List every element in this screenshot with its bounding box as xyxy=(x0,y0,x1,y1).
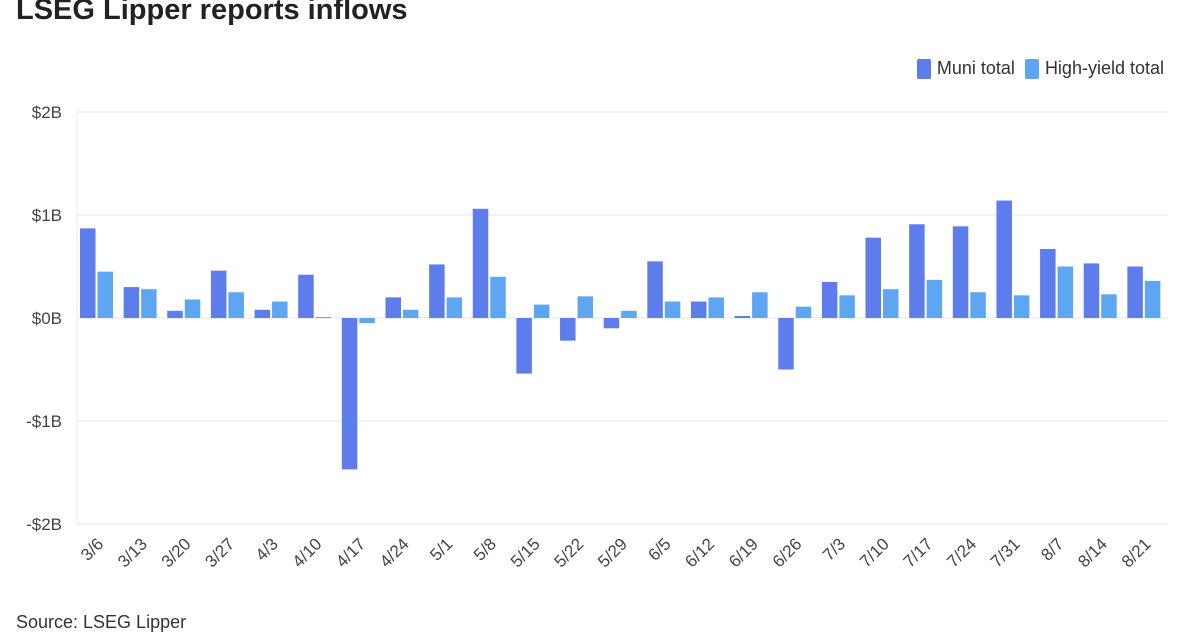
bar-muni[interactable] xyxy=(996,200,1012,318)
x-tick-label: 6/26 xyxy=(769,534,806,571)
bar-high-yield[interactable] xyxy=(1057,266,1074,319)
bar-muni[interactable] xyxy=(865,237,882,318)
bar-high-yield[interactable] xyxy=(752,292,768,318)
bar-muni[interactable] xyxy=(821,281,838,318)
bar-muni[interactable] xyxy=(647,261,663,318)
bar-muni[interactable] xyxy=(210,270,227,318)
bar-muni[interactable] xyxy=(1083,263,1100,318)
x-tick-label: 3/13 xyxy=(114,534,151,571)
legend-swatch xyxy=(916,58,931,79)
legend-item-muni[interactable]: Muni total xyxy=(916,58,1015,79)
bar-muni[interactable] xyxy=(560,318,576,341)
bar-high-yield[interactable] xyxy=(970,292,986,318)
bar-muni[interactable] xyxy=(298,274,314,318)
bar-high-yield[interactable] xyxy=(141,289,157,318)
x-tick-label: 6/19 xyxy=(725,534,762,571)
legend-swatch xyxy=(1024,58,1039,79)
bar-high-yield[interactable] xyxy=(883,289,899,318)
bar-high-yield[interactable] xyxy=(228,292,244,318)
x-tick-label: 7/10 xyxy=(856,534,893,571)
bar-muni[interactable] xyxy=(254,309,271,318)
bar-muni[interactable] xyxy=(778,318,794,370)
legend: Muni total High-yield total xyxy=(916,58,1164,79)
y-tick-label: $1B xyxy=(32,206,62,225)
x-tick-label: 3/6 xyxy=(77,534,107,564)
bar-muni[interactable] xyxy=(1127,266,1143,319)
legend-item-high-yield[interactable]: High-yield total xyxy=(1024,58,1164,79)
x-tick-label: 8/14 xyxy=(1074,534,1111,571)
legend-label: Muni total xyxy=(936,58,1015,78)
bar-high-yield[interactable] xyxy=(1013,295,1030,318)
x-tick-label: 4/17 xyxy=(332,534,369,571)
x-tick-label: 6/12 xyxy=(681,534,718,571)
x-tick-label: 6/5 xyxy=(644,534,674,564)
bar-muni[interactable] xyxy=(734,315,751,318)
bar-high-yield[interactable] xyxy=(315,316,332,318)
x-tick-label: 8/7 xyxy=(1037,534,1067,564)
bar-muni[interactable] xyxy=(952,226,969,318)
bar-high-yield[interactable] xyxy=(664,301,681,318)
bar-high-yield[interactable] xyxy=(795,306,812,318)
bar-muni[interactable] xyxy=(385,297,401,318)
bar-high-yield[interactable] xyxy=(359,318,375,324)
legend-label: High-yield total xyxy=(1044,58,1164,78)
y-tick-label: $0B xyxy=(32,309,62,328)
bar-muni[interactable] xyxy=(472,208,489,318)
x-tick-label: 5/1 xyxy=(426,534,456,564)
bar-high-yield[interactable] xyxy=(533,304,550,318)
x-tick-label: 3/20 xyxy=(158,534,195,571)
x-tick-label: 3/27 xyxy=(201,534,238,571)
bar-high-yield[interactable] xyxy=(272,301,288,318)
bar-muni[interactable] xyxy=(80,228,96,318)
bar-muni[interactable] xyxy=(167,310,183,318)
bar-muni[interactable] xyxy=(341,318,358,470)
y-tick-label: $2B xyxy=(32,103,62,122)
x-tick-label: 7/3 xyxy=(819,534,849,564)
x-tick-label: 4/10 xyxy=(289,534,326,571)
bar-muni[interactable] xyxy=(690,301,707,318)
y-tick-label: -$1B xyxy=(26,412,62,431)
x-tick-label: 5/29 xyxy=(594,534,631,571)
bar-high-yield[interactable] xyxy=(1144,280,1161,318)
bar-muni[interactable] xyxy=(1040,248,1056,318)
x-tick-label: 5/8 xyxy=(470,534,500,564)
bar-high-yield[interactable] xyxy=(446,297,463,318)
chart-title: LSEG Lipper reports inflows xyxy=(16,0,408,26)
bar-muni[interactable] xyxy=(603,318,620,329)
source-note: Source: LSEG Lipper xyxy=(16,612,187,632)
x-tick-label: 4/3 xyxy=(252,534,282,564)
bar-high-yield[interactable] xyxy=(490,276,506,318)
y-tick-label: -$2B xyxy=(26,515,62,534)
bar-high-yield[interactable] xyxy=(621,310,637,318)
bar-high-yield[interactable] xyxy=(577,296,594,318)
bar-muni[interactable] xyxy=(123,287,140,318)
x-tick-label: 5/22 xyxy=(551,534,588,571)
bar-high-yield[interactable] xyxy=(708,297,724,318)
bar-high-yield[interactable] xyxy=(1101,294,1117,318)
x-tick-label: 7/31 xyxy=(987,534,1024,571)
x-tick-label: 7/17 xyxy=(900,534,937,571)
x-tick-label: 5/15 xyxy=(507,534,544,571)
bar-high-yield[interactable] xyxy=(184,299,201,318)
bar-high-yield[interactable] xyxy=(839,295,855,318)
bar-muni[interactable] xyxy=(429,264,445,318)
x-tick-label: 7/24 xyxy=(943,534,980,571)
bar-high-yield[interactable] xyxy=(926,279,943,318)
x-tick-label: 4/24 xyxy=(376,534,413,571)
bar-high-yield[interactable] xyxy=(97,271,114,318)
bar-high-yield[interactable] xyxy=(402,309,419,318)
x-tick-label: 8/21 xyxy=(1118,534,1155,571)
bar-muni[interactable] xyxy=(516,318,532,374)
bar-muni[interactable] xyxy=(909,224,925,318)
